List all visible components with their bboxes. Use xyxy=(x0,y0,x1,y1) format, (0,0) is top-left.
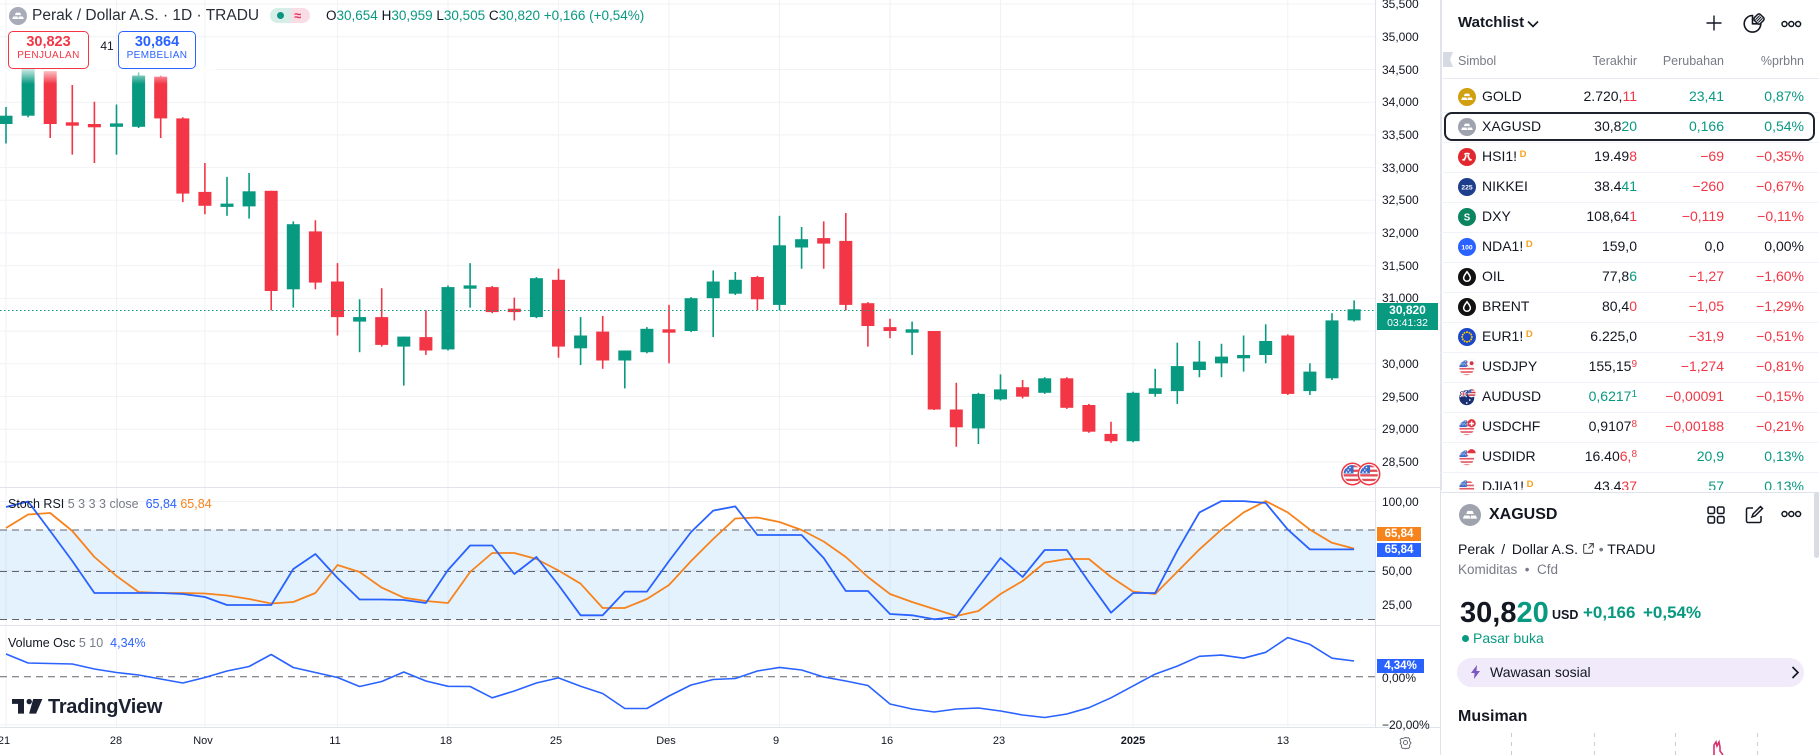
svg-text:100: 100 xyxy=(1461,245,1473,252)
svg-text:S: S xyxy=(1464,212,1471,223)
svg-text:225: 225 xyxy=(1461,185,1473,192)
